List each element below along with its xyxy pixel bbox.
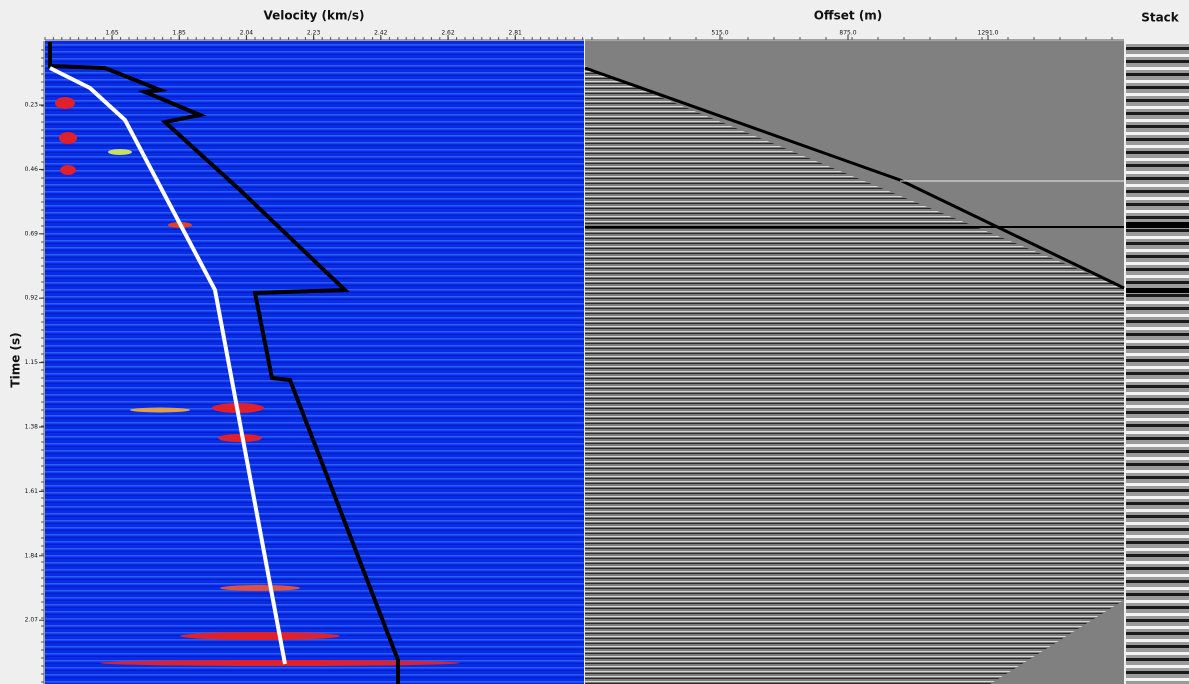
time-tick-label: 0.69 bbox=[25, 230, 39, 237]
stack-event bbox=[1126, 222, 1189, 228]
time-tick-label: 0.46 bbox=[25, 166, 39, 173]
time-tick-label: 1.84 bbox=[25, 552, 39, 559]
time-tick-label: 1.38 bbox=[25, 424, 39, 431]
time-tick-label: 2.07 bbox=[25, 617, 39, 624]
stack-title: Stack bbox=[1141, 11, 1180, 25]
time-tick-label: 1.15 bbox=[25, 359, 39, 366]
stack-panel bbox=[1126, 41, 1189, 684]
velocity-analysis-app: Velocity (km/s) Offset (m) Stack Time (s… bbox=[0, 0, 1189, 684]
time-tick-label: 0.92 bbox=[25, 295, 39, 302]
semblance-panel[interactable] bbox=[45, 41, 584, 684]
time-tick-label: 1.61 bbox=[25, 488, 39, 495]
velocity-title: Velocity (km/s) bbox=[263, 9, 364, 23]
stack-event bbox=[1126, 288, 1189, 293]
time-tick-label: 0.23 bbox=[25, 102, 39, 109]
time-title: Time (s) bbox=[9, 332, 23, 387]
offset-title: Offset (m) bbox=[814, 9, 883, 23]
